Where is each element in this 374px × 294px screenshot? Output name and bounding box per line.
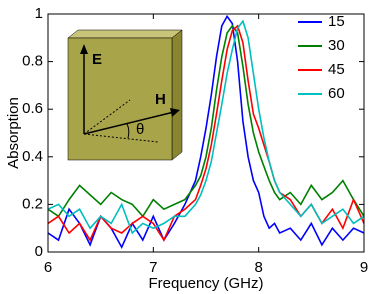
x-tick-label: 6 [44,259,52,276]
h-arrowhead [170,108,180,117]
dotted-line [83,99,131,135]
inset-illustration: E H θ [67,29,183,161]
legend-label: 30 [328,37,345,54]
dotted-line [83,133,159,143]
x-tick-label: 7 [149,259,157,276]
y-tick-label: 0.4 [22,148,43,165]
x-tick-label: 8 [254,259,262,276]
series-line [47,24,365,242]
box-side [171,29,183,161]
y-tick-label: 0.8 [22,53,43,70]
legend-label: 60 [328,85,345,102]
legend-label: 45 [328,61,345,78]
y-tick-label: 0.6 [22,100,43,117]
x-tick-label: 9 [360,259,368,276]
theta-label: θ [136,121,144,138]
box-front [67,37,173,161]
series-line [47,19,365,235]
x-axis-label: Frequency (GHz) [148,275,263,292]
series-line [47,14,365,249]
h-label: H [155,91,166,108]
y-axis-label: Absorption [5,97,22,169]
e-arrowhead [80,44,88,54]
series-line [47,24,365,218]
legend-label: 15 [328,13,345,30]
y-tick-label: 0.2 [22,195,43,212]
y-tick-label: 1 [35,5,43,22]
y-tick-label: 0 [35,243,43,260]
box-top [67,29,183,39]
e-label: E [92,51,102,68]
angle-arc [126,123,130,139]
h-arrow [83,111,175,135]
plot-frame [47,13,365,253]
